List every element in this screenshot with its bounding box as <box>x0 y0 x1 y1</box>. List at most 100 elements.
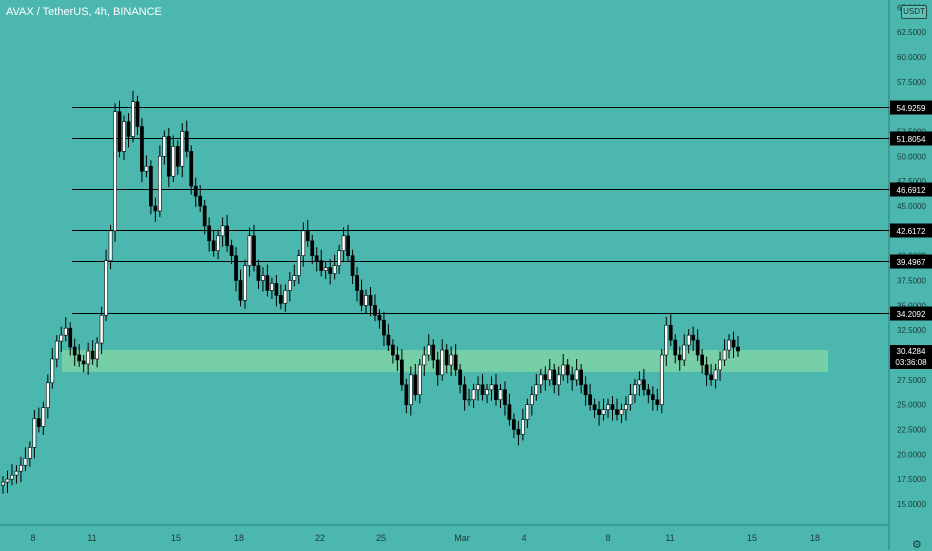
candle-body <box>700 354 705 366</box>
candle-body <box>23 458 28 466</box>
candle-body <box>166 136 171 177</box>
candle-body <box>225 225 229 247</box>
candle-body <box>736 346 740 352</box>
candle-body <box>359 290 364 306</box>
candle-body <box>583 384 588 396</box>
level-label: 34.2092 <box>897 310 926 319</box>
candle-body <box>247 235 252 266</box>
x-tick-label: 25 <box>376 533 386 543</box>
x-tick-label: 11 <box>87 533 96 543</box>
candle-body <box>610 404 615 410</box>
candle-body <box>417 364 422 396</box>
candle-body <box>400 359 404 386</box>
candle-body <box>104 260 108 316</box>
candle-body <box>238 280 243 301</box>
candle-body <box>579 369 584 386</box>
candle-body <box>538 374 543 386</box>
candle-body <box>440 349 445 376</box>
candle-body <box>655 399 660 405</box>
candle-body <box>220 225 225 237</box>
candle-body <box>180 131 185 167</box>
candle-body <box>449 354 454 366</box>
x-tick-label: 8 <box>605 533 610 543</box>
candle-body <box>431 344 436 361</box>
candle-body <box>1 481 5 486</box>
candle-body <box>243 265 247 301</box>
level-label: 46.6912 <box>897 186 926 195</box>
candle-body <box>628 394 633 405</box>
y-tick-label: 15.0000 <box>897 500 926 509</box>
candle-body <box>529 394 534 405</box>
candle-body <box>534 384 539 396</box>
candle-body <box>552 369 557 386</box>
candle-body <box>574 369 579 381</box>
level-label-box <box>890 182 932 197</box>
candle-body <box>646 389 651 396</box>
x-tick-label: 8 <box>30 533 35 543</box>
x-tick-label: 4 <box>521 533 526 543</box>
candle-body <box>68 327 73 348</box>
candle-body <box>677 354 682 361</box>
candle-body <box>274 283 279 296</box>
candle-body <box>668 324 673 341</box>
y-tick-label: 45.0000 <box>897 202 926 211</box>
candle-body <box>229 245 234 256</box>
candle-body <box>99 314 104 344</box>
candle-body <box>435 359 440 376</box>
candle-body <box>597 409 601 415</box>
candle-body <box>108 230 113 261</box>
candle-body <box>368 295 373 306</box>
candle-body <box>10 474 14 480</box>
candle-body <box>14 470 19 476</box>
candle-body <box>234 255 238 281</box>
bar-countdown-label: 03:36:08 <box>895 358 927 367</box>
candle-body <box>373 305 377 316</box>
candle-body <box>256 265 261 281</box>
candle-body <box>395 354 400 361</box>
candle-body <box>140 126 144 172</box>
y-tick-label: 17.5000 <box>897 475 926 484</box>
candle-body <box>731 339 736 348</box>
candle-body <box>476 384 480 391</box>
candle-body <box>265 275 270 291</box>
candle-body <box>619 409 624 415</box>
y-tick-label: 62.5000 <box>897 28 926 37</box>
y-tick-label: 25.0000 <box>897 401 926 410</box>
y-tick-label: 50.0000 <box>897 152 926 161</box>
candle-body <box>135 101 140 127</box>
y-tick-label: 37.5000 <box>897 277 926 286</box>
candle-body <box>453 354 458 371</box>
level-label: 54.9259 <box>897 104 926 113</box>
candle-body <box>328 267 333 274</box>
candle-body <box>350 255 355 276</box>
candle-body <box>287 280 292 291</box>
candle-body <box>28 447 32 459</box>
candle-body <box>171 146 176 177</box>
candle-body <box>462 384 467 400</box>
candle-body <box>314 255 319 261</box>
candle-body <box>122 121 126 152</box>
candle-body <box>408 374 413 405</box>
candle-body <box>588 394 592 405</box>
candle-body <box>422 354 427 366</box>
candle-body <box>261 275 265 281</box>
y-tick-label: 57.5000 <box>897 78 926 87</box>
gear-icon[interactable]: ⚙ <box>912 539 922 551</box>
x-tick-label: 11 <box>665 533 674 543</box>
candle-body <box>270 283 274 291</box>
candle-body <box>332 265 337 274</box>
candle-body <box>341 235 346 252</box>
candle-body <box>198 195 203 207</box>
candle-body <box>615 409 619 415</box>
candle-body <box>86 350 91 365</box>
candle-body <box>153 205 158 212</box>
candle-body <box>606 404 610 410</box>
candle-body <box>50 358 55 384</box>
currency-badge[interactable]: USDT <box>901 5 927 19</box>
candle-body <box>184 131 189 152</box>
candle-body <box>570 374 575 381</box>
candle-body <box>189 151 194 187</box>
candle-body <box>543 374 548 381</box>
